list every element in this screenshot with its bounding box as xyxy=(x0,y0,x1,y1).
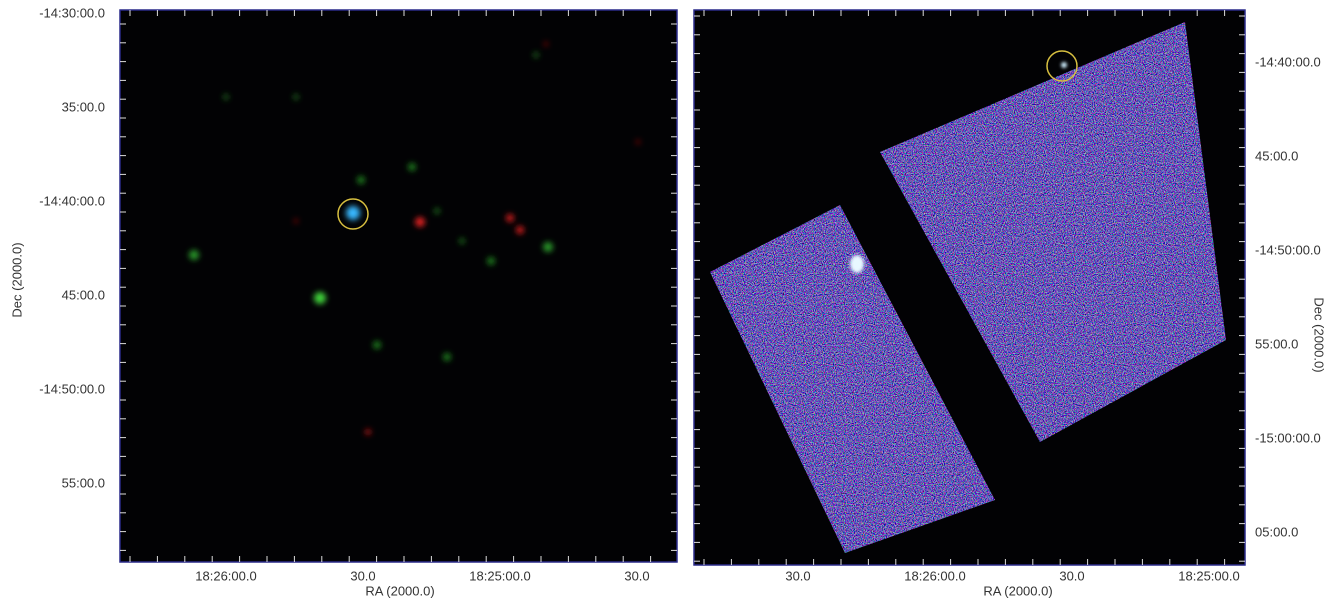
y-tick-label: -15:00:00.0 xyxy=(1255,430,1321,445)
y-tick-label: 55:00.0 xyxy=(62,475,105,490)
y-tick-label: 45:00.0 xyxy=(1255,148,1298,163)
y-tick-label: 55:00.0 xyxy=(1255,336,1298,351)
y-tick-label: 05:00.0 xyxy=(1255,524,1298,539)
y-tick-label: 35:00.0 xyxy=(62,99,105,114)
x-tick-label: 30.0 xyxy=(624,568,649,583)
y-tick-label: -14:50:00.0 xyxy=(39,381,105,396)
y-tick-label: -14:30:00.0 xyxy=(39,5,105,20)
left-image xyxy=(120,10,677,562)
y-tick-label: -14:50:00.0 xyxy=(1255,242,1321,257)
x-tick-label: 30.0 xyxy=(350,568,375,583)
y-tick-label: 45:00.0 xyxy=(62,287,105,302)
x-tick-label: 30.0 xyxy=(785,568,810,583)
x-axis-label: RA (2000.0) xyxy=(983,583,1052,598)
y-tick-label: -14:40:00.0 xyxy=(39,193,105,208)
x-tick-label: 30.0 xyxy=(1059,568,1084,583)
x-tick-label: 18:26:00.0 xyxy=(904,568,965,583)
x-axis-label: RA (2000.0) xyxy=(365,583,434,598)
x-tick-label: 18:25:00.0 xyxy=(469,568,530,583)
x-tick-label: 18:25:00.0 xyxy=(1178,568,1239,583)
y-axis-label: Dec (2000.0) xyxy=(9,242,24,317)
x-tick-label: 18:26:00.0 xyxy=(195,568,256,583)
y-axis-label: Dec (2000.0) xyxy=(1312,297,1327,372)
figure: RA (2000.0) Dec (2000.0) RA (2000.0) Dec… xyxy=(0,0,1343,603)
y-tick-label: -14:40:00.0 xyxy=(1255,54,1321,69)
